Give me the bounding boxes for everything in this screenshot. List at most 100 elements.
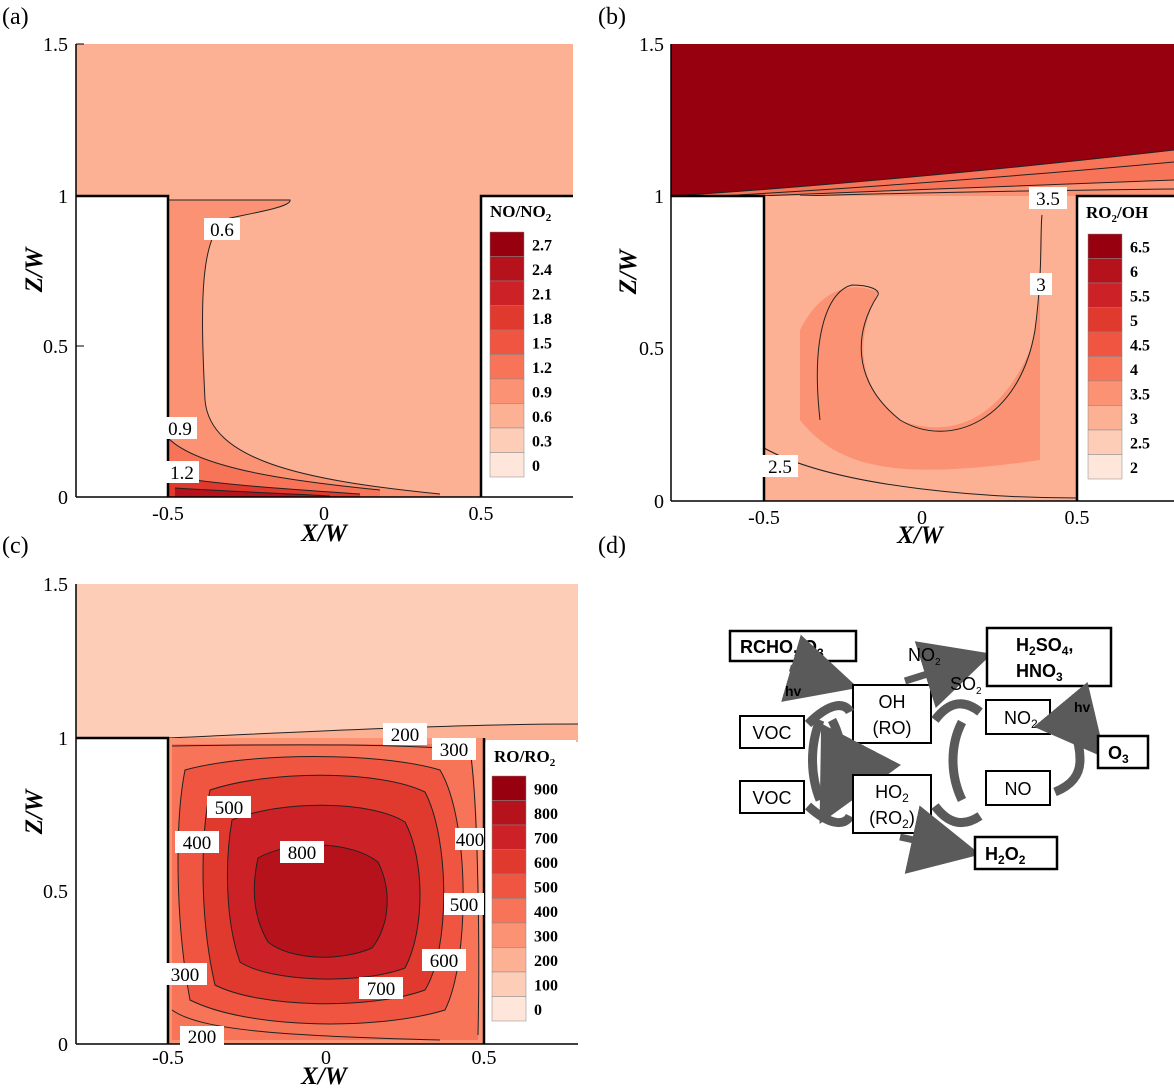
hno3-text: HNO3 (1016, 661, 1063, 684)
panel-c-legend-title: RO/RO2 (494, 747, 556, 769)
panel-a-x-ticks: -0.5 0 0.5 (152, 503, 493, 525)
legend-value: 500 (534, 879, 558, 896)
panel-a-contour-label: 0.9 (168, 419, 192, 440)
legend-value: 600 (534, 855, 558, 872)
panel-a-xtick-2: 0.5 (469, 503, 494, 525)
legend-swatch (489, 231, 525, 257)
legend-value: 1.2 (532, 360, 552, 377)
o3-box (1096, 734, 1150, 770)
panel-a-legend-swatches: 2.7 2.4 2.1 1.8 1.5 1.2 0.9 0.6 0.3 0 (489, 231, 552, 478)
legend-swatch (489, 403, 525, 429)
legend-swatch (491, 971, 527, 997)
panel-c-legend: RO/RO2 900 800 700 600 500 400 300 200 100 0 (486, 740, 576, 1030)
legend-swatch (491, 922, 527, 948)
voc-box-2 (739, 780, 805, 814)
legend-value: 700 (534, 830, 558, 847)
legend-value: 2.7 (532, 237, 552, 254)
h2so4-text: H2SO4, (1016, 635, 1073, 658)
panel-b-label: (b) (598, 4, 626, 30)
legend-value: 4 (1130, 362, 1138, 379)
legend-swatch (1087, 233, 1123, 259)
panel-c-ytick-3: 1.5 (43, 574, 68, 596)
legend-value: 5.5 (1130, 288, 1150, 305)
legend-swatch (1087, 258, 1123, 284)
legend-value: 200 (534, 953, 558, 970)
panel-c: (c) 0 0.5 1 1.5 -0.5 0 0.5 X/W Z/W 200 3… (2, 533, 579, 1088)
panel-c-contour-label: 300 (171, 965, 200, 986)
panel-c-xlabel: X/W (300, 1063, 349, 1088)
panel-c-xtick-0: -0.5 (152, 1047, 184, 1069)
legend-swatch (1087, 282, 1123, 308)
legend-value: 6.5 (1130, 239, 1150, 256)
panel-c-ytick-2: 1 (58, 728, 68, 750)
legend-value: 400 (534, 904, 558, 921)
panel-b-contour-label: 2.5 (768, 457, 792, 478)
panel-c-contour-label: 600 (430, 951, 459, 972)
h2o2-arrow (899, 805, 981, 874)
legend-swatch (491, 898, 527, 924)
panel-c-contour-label: 800 (288, 843, 317, 864)
legend-value: 1.5 (532, 335, 552, 352)
legend-value: 0 (532, 458, 540, 475)
voc-box-1 (739, 715, 805, 749)
panel-c-ytick-0: 0 (58, 1034, 68, 1056)
h2o2-box (973, 835, 1059, 871)
panel-d-label: (d) (598, 533, 626, 559)
o3-formation-arrow (1033, 681, 1106, 759)
voc-text-2: VOC (752, 788, 791, 808)
panel-c-contour-label: 200 (391, 725, 420, 746)
legend-swatch (1087, 307, 1123, 333)
legend-value: 1.8 (532, 311, 552, 328)
legend-swatch (489, 256, 525, 282)
panel-b: (b) 0 0.5 1 1.5 -0.5 0 0.5 X/W Z/W 3.5 3… (598, 4, 1174, 549)
h2o2-text: H2O2 (985, 844, 1026, 867)
legend-swatch (491, 996, 527, 1022)
ro-text: (RO) (873, 718, 912, 738)
legend-value: 0.9 (532, 384, 552, 401)
panel-b-ylabel: Z/W (615, 248, 642, 295)
voc-text-1: VOC (752, 723, 791, 743)
legend-swatch (1087, 331, 1123, 357)
legend-value: 4.5 (1130, 337, 1150, 354)
panel-c-contour-label: 500 (215, 798, 244, 819)
panel-c-contour-label: 200 (188, 1027, 217, 1048)
legend-value: 2 (1130, 460, 1138, 477)
panel-c-contour-label: 300 (440, 740, 469, 761)
panel-c-contour-labels: 200 300 500 400 800 400 500 300 600 700 … (163, 723, 484, 1048)
legend-value: 100 (534, 977, 558, 994)
panel-b-legend-title: RO2/OH (1086, 203, 1148, 225)
oh-text: OH (879, 692, 906, 712)
panel-c-xtick-1: 0 (321, 1047, 331, 1069)
panel-b-contour-label: 3.5 (1036, 189, 1060, 210)
ho2-text: HO2 (875, 782, 909, 805)
panel-b-xtick-2: 0.5 (1065, 507, 1090, 529)
panel-b-xtick-1: 0 (917, 507, 927, 529)
legend-swatch (489, 452, 525, 478)
panel-b-xlabel: X/W (896, 522, 945, 549)
panel-a-contour-label: 0.6 (210, 220, 234, 241)
photolysis-arrow (781, 634, 859, 702)
panel-a-ytick-2: 1 (58, 186, 68, 208)
legend-value: 0 (534, 1002, 542, 1019)
panel-c-ytick-1: 0.5 (43, 881, 68, 903)
legend-value: 3 (1130, 411, 1138, 428)
panel-c-contour-label: 400 (183, 833, 212, 854)
panel-a-contour-label: 1.2 (170, 463, 194, 484)
panel-b-contour-label: 3 (1036, 275, 1046, 296)
no-text: NO (1005, 779, 1032, 799)
legend-value: 5 (1130, 313, 1138, 330)
panel-c-xtick-2: 0.5 (472, 1047, 497, 1069)
legend-swatch (489, 378, 525, 404)
legend-swatch (489, 427, 525, 453)
panel-a-xtick-0: -0.5 (152, 503, 184, 525)
legend-swatch (489, 354, 525, 380)
panel-c-contour-label: 400 (456, 830, 485, 851)
legend-swatch (1087, 454, 1123, 480)
panel-a-xtick-1: 0 (319, 503, 329, 525)
legend-swatch (1087, 429, 1123, 455)
panel-a-ytick-1: 0.5 (43, 336, 68, 358)
panel-a-ytick-3: 1.5 (43, 34, 68, 56)
panel-b-xtick-0: -0.5 (748, 507, 780, 529)
panel-c-label: (c) (2, 533, 29, 559)
